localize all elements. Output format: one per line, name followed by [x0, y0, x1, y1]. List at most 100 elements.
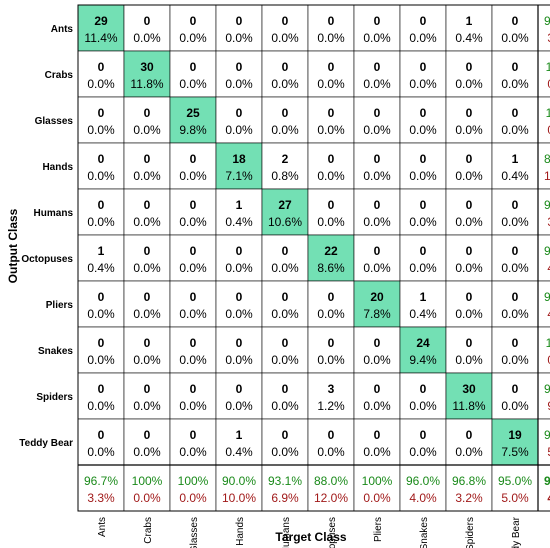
- cell-count: 0: [98, 290, 105, 304]
- cell-count: 0: [374, 106, 381, 120]
- cell-count: 0: [282, 428, 289, 442]
- diagonal-cell: [445, 372, 493, 420]
- cell-count: 1: [420, 290, 427, 304]
- row-precision: 100%: [546, 336, 550, 350]
- cell-count: 18: [232, 152, 246, 166]
- cell-count: 0: [420, 152, 427, 166]
- matrix-cell: [261, 234, 309, 282]
- matrix-cell: [307, 372, 355, 420]
- cell-count: 0: [466, 152, 473, 166]
- cell-count: 0: [420, 244, 427, 258]
- cell-percentage: 0.0%: [317, 123, 345, 137]
- matrix-cell: [491, 142, 539, 190]
- matrix-cell: [169, 142, 217, 190]
- matrix-cell: [353, 372, 401, 420]
- row-error: 0.0%: [547, 353, 550, 367]
- row-precision: 96.7%: [544, 14, 550, 28]
- cell-percentage: 0.0%: [133, 31, 161, 45]
- cell-count: 0: [328, 106, 335, 120]
- matrix-cell: [307, 4, 355, 52]
- row-label-snakes: Snakes: [38, 346, 73, 357]
- cell-count: 0: [420, 60, 427, 74]
- matrix-cell: [491, 280, 539, 328]
- cell-percentage: 0.0%: [133, 123, 161, 137]
- row-error: 14.3%: [544, 169, 550, 183]
- cell-count: 0: [512, 336, 519, 350]
- row-error: 4.8%: [547, 307, 550, 321]
- cell-count: 0: [512, 382, 519, 396]
- cell-count: 0: [512, 198, 519, 212]
- matrix-cell: [261, 326, 309, 374]
- cell-count: 0: [144, 290, 151, 304]
- row-error: 0.0%: [547, 123, 550, 137]
- cell-percentage: 0.0%: [363, 399, 391, 413]
- matrix-cell: [169, 188, 217, 236]
- matrix-cell: [77, 234, 125, 282]
- cell-count: 0: [236, 336, 243, 350]
- cell-count: 0: [236, 382, 243, 396]
- column-error: 6.9%: [271, 491, 299, 505]
- cell-count: 0: [190, 336, 197, 350]
- cell-percentage: 7.1%: [225, 169, 253, 183]
- axis-labels: Ants Crabs Glasses Hands Humans Octopuses Plie…: [19, 24, 522, 548]
- matrix-cell: [353, 96, 401, 144]
- column-recall: 100%: [362, 474, 393, 488]
- column-error: 3.2%: [455, 491, 483, 505]
- cell-percentage: 0.0%: [363, 445, 391, 459]
- column-recall: 96.8%: [452, 474, 486, 488]
- column-label-pliers: Pliers: [373, 517, 384, 542]
- row-precision: 90.9%: [544, 382, 550, 396]
- column-label-glasses: Glasses: [189, 517, 200, 548]
- cell-count: 0: [236, 106, 243, 120]
- cell-count: 0: [236, 14, 243, 28]
- cell-count: 0: [144, 336, 151, 350]
- cell-count: 1: [236, 198, 243, 212]
- cell-count: 3: [328, 382, 335, 396]
- cell-percentage: 0.0%: [225, 123, 253, 137]
- column-label-teddy-bear: Teddy Bear: [511, 516, 522, 548]
- matrix-cell: [353, 50, 401, 98]
- cell-count: 0: [236, 60, 243, 74]
- cell-count: 0: [144, 428, 151, 442]
- matrix-cell: [353, 188, 401, 236]
- matrix-cell: [399, 418, 447, 466]
- row-label-octopuses: Octopuses: [21, 254, 73, 265]
- cell-percentage: 0.0%: [363, 77, 391, 91]
- cell-percentage: 0.0%: [271, 77, 299, 91]
- column-recall: 90.0%: [222, 474, 256, 488]
- cell-count: 0: [466, 198, 473, 212]
- cell-count: 0: [374, 428, 381, 442]
- cell-count: 0: [282, 290, 289, 304]
- cell-count: 0: [512, 244, 519, 258]
- cell-percentage: 0.0%: [271, 445, 299, 459]
- cell-percentage: 0.0%: [179, 307, 207, 321]
- cell-count: 0: [98, 152, 105, 166]
- column-error: 4.0%: [409, 491, 437, 505]
- cell-percentage: 0.0%: [317, 31, 345, 45]
- cell-percentage: 0.0%: [409, 169, 437, 183]
- row-label-humans: Humans: [34, 208, 74, 219]
- matrix-cell: [123, 142, 171, 190]
- cell-count: 0: [374, 336, 381, 350]
- row-precision: 100%: [546, 60, 550, 74]
- matrix-cell: [123, 4, 171, 52]
- cell-percentage: 0.0%: [501, 77, 529, 91]
- cell-count: 0: [466, 244, 473, 258]
- matrix-cell: [399, 234, 447, 282]
- matrix-cell: [399, 4, 447, 52]
- matrix-cell: [123, 96, 171, 144]
- column-error: 12.0%: [314, 491, 348, 505]
- matrix-cell: [169, 418, 217, 466]
- cell-percentage: 0.0%: [87, 123, 115, 137]
- cell-percentage: 0.0%: [317, 215, 345, 229]
- cell-count: 0: [144, 244, 151, 258]
- row-error: 5.0%: [547, 445, 550, 459]
- matrix-cell: [261, 50, 309, 98]
- cell-percentage: 0.0%: [225, 261, 253, 275]
- cell-percentage: 11.8%: [452, 399, 485, 413]
- cell-count: 0: [328, 428, 335, 442]
- cell-percentage: 0.0%: [501, 215, 529, 229]
- cell-percentage: 0.0%: [133, 215, 161, 229]
- cell-percentage: 0.8%: [271, 169, 299, 183]
- row-precision: 95.7%: [544, 244, 550, 258]
